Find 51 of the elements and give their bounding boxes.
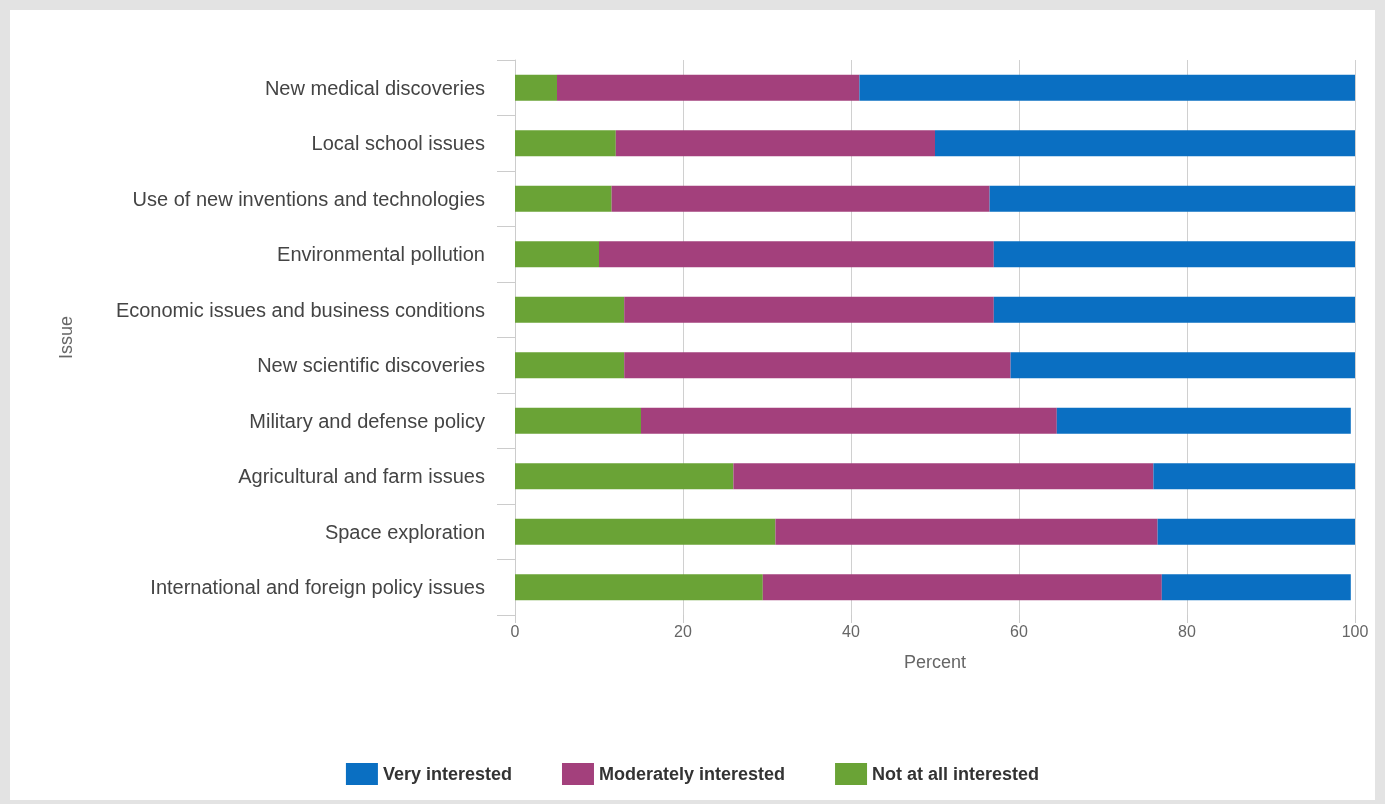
bar [599, 241, 994, 268]
bar [515, 463, 734, 490]
y-tick-label: Space exploration [324, 520, 485, 543]
bar [515, 241, 599, 268]
bar [1157, 518, 1355, 545]
y-tick-label: International and foreign policy issues [150, 576, 485, 599]
x-tick-label: 40 [842, 622, 860, 640]
y-tick-label: New scientific discoveries [257, 354, 485, 377]
bar [515, 130, 616, 157]
bar [615, 130, 935, 157]
y-tick-label: Economic issues and business conditions [115, 298, 485, 321]
bar [624, 352, 1011, 379]
bar [624, 296, 994, 323]
y-tick-label: New medical discoveries [264, 76, 485, 99]
bar [641, 407, 1057, 434]
x-tick-label: 20 [674, 622, 692, 640]
y-tick-label: Environmental pollution [277, 243, 485, 266]
x-tick-label: 60 [1010, 622, 1028, 640]
bar [515, 296, 625, 323]
bar [1010, 352, 1355, 379]
bar [993, 241, 1355, 268]
bar [1153, 463, 1355, 490]
y-axis-title: Issue [56, 315, 76, 360]
legend-label: Not at all interested [872, 764, 1040, 784]
y-tick-label: Use of new inventions and technologies [132, 187, 485, 210]
bar [515, 518, 776, 545]
bar [515, 185, 612, 212]
x-tick-label: 80 [1178, 622, 1196, 640]
bar [1056, 407, 1351, 434]
x-tick-label: 0 [510, 622, 520, 640]
bar [515, 574, 763, 601]
bar [611, 185, 990, 212]
x-axis-title: Percent [903, 652, 967, 672]
bar [762, 574, 1162, 601]
bar [515, 407, 641, 434]
bar [557, 74, 860, 101]
bar [993, 296, 1355, 323]
legend-label: Very interested [382, 764, 512, 784]
bar [859, 74, 1355, 101]
bar [989, 185, 1355, 212]
bar [733, 463, 1154, 490]
y-tick-label: Local school issues [311, 132, 485, 155]
bar [935, 130, 1355, 157]
legend-label: Moderately interested [598, 764, 786, 784]
y-tick-label: Agricultural and farm issues [238, 465, 485, 488]
y-tick-label: Military and defense policy [249, 409, 485, 432]
bar [1161, 574, 1351, 601]
bar [515, 352, 625, 379]
bar [775, 518, 1158, 545]
bar [515, 74, 557, 101]
x-tick-label: 100 [1341, 622, 1369, 640]
